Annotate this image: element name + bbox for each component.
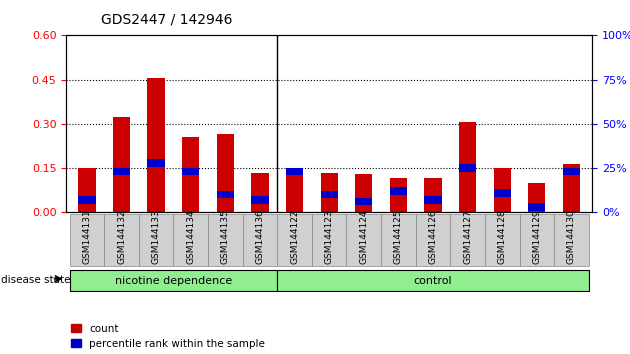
FancyBboxPatch shape bbox=[416, 214, 450, 266]
Bar bbox=[493, 168, 511, 212]
Bar bbox=[355, 198, 372, 205]
Text: GSM144131: GSM144131 bbox=[83, 210, 91, 264]
FancyBboxPatch shape bbox=[346, 214, 381, 266]
Text: GSM144132: GSM144132 bbox=[117, 210, 126, 264]
FancyBboxPatch shape bbox=[277, 214, 312, 266]
Text: GSM144129: GSM144129 bbox=[532, 210, 541, 264]
Bar bbox=[182, 137, 199, 212]
Bar bbox=[563, 164, 580, 212]
Text: GSM144136: GSM144136 bbox=[255, 210, 265, 264]
Bar bbox=[321, 191, 338, 198]
Bar bbox=[390, 178, 407, 212]
Text: GSM144130: GSM144130 bbox=[567, 210, 576, 264]
FancyBboxPatch shape bbox=[104, 214, 139, 266]
Bar bbox=[425, 196, 442, 204]
Bar bbox=[217, 191, 234, 198]
Bar bbox=[147, 78, 165, 212]
Text: GDS2447 / 142946: GDS2447 / 142946 bbox=[101, 12, 232, 27]
Bar bbox=[425, 178, 442, 212]
FancyBboxPatch shape bbox=[69, 214, 104, 266]
Text: GSM144128: GSM144128 bbox=[498, 210, 507, 264]
FancyBboxPatch shape bbox=[139, 214, 173, 266]
Text: GSM144135: GSM144135 bbox=[221, 210, 230, 264]
Bar bbox=[459, 122, 476, 212]
Text: nicotine dependence: nicotine dependence bbox=[115, 275, 232, 286]
FancyBboxPatch shape bbox=[554, 214, 589, 266]
FancyBboxPatch shape bbox=[381, 214, 416, 266]
Bar bbox=[251, 172, 268, 212]
Text: GSM144124: GSM144124 bbox=[359, 210, 369, 264]
Bar bbox=[147, 159, 165, 166]
Text: GSM144133: GSM144133 bbox=[152, 210, 161, 264]
Text: GSM144127: GSM144127 bbox=[463, 210, 472, 264]
Bar bbox=[390, 188, 407, 195]
Bar bbox=[493, 189, 511, 196]
Bar bbox=[78, 168, 96, 212]
Text: GSM144134: GSM144134 bbox=[186, 210, 195, 264]
Bar bbox=[182, 168, 199, 175]
Text: GSM144123: GSM144123 bbox=[324, 210, 334, 264]
FancyBboxPatch shape bbox=[243, 214, 277, 266]
Text: control: control bbox=[414, 275, 452, 286]
Bar bbox=[528, 183, 546, 212]
Bar bbox=[113, 168, 130, 175]
Bar bbox=[286, 168, 303, 175]
Bar bbox=[113, 116, 130, 212]
Text: disease state: disease state bbox=[1, 275, 71, 285]
FancyBboxPatch shape bbox=[173, 214, 208, 266]
FancyBboxPatch shape bbox=[69, 270, 277, 291]
FancyBboxPatch shape bbox=[520, 214, 554, 266]
Bar bbox=[459, 165, 476, 172]
FancyBboxPatch shape bbox=[485, 214, 520, 266]
Bar bbox=[78, 196, 96, 204]
Bar bbox=[528, 204, 546, 211]
Text: GSM144126: GSM144126 bbox=[428, 210, 437, 264]
Text: GSM144125: GSM144125 bbox=[394, 210, 403, 264]
Bar bbox=[251, 196, 268, 204]
Bar bbox=[286, 168, 303, 212]
FancyBboxPatch shape bbox=[208, 214, 243, 266]
FancyBboxPatch shape bbox=[450, 214, 485, 266]
FancyBboxPatch shape bbox=[277, 270, 589, 291]
Bar bbox=[563, 168, 580, 175]
Bar bbox=[355, 174, 372, 212]
Bar bbox=[217, 134, 234, 212]
Bar bbox=[321, 172, 338, 212]
FancyBboxPatch shape bbox=[312, 214, 347, 266]
Text: GSM144122: GSM144122 bbox=[290, 210, 299, 264]
Legend: count, percentile rank within the sample: count, percentile rank within the sample bbox=[71, 324, 265, 349]
